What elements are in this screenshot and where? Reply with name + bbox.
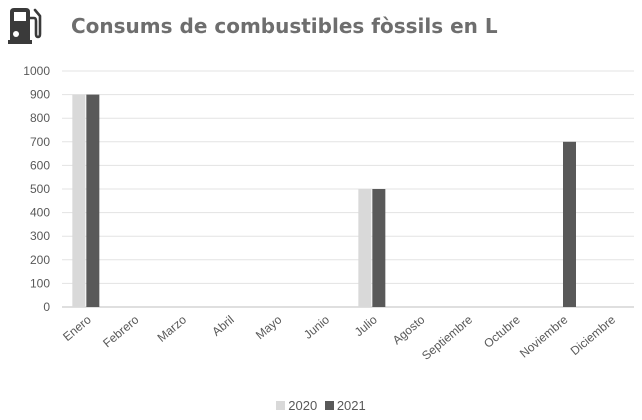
x-tick-label: Febrero [100, 312, 141, 350]
y-tick-label: 600 [30, 158, 50, 172]
legend-swatch-2020 [276, 401, 286, 410]
y-tick-label: 500 [30, 182, 50, 196]
x-tick-label: Abril [209, 313, 236, 339]
y-tick-label: 700 [30, 135, 50, 149]
bar-2021-enero [86, 94, 100, 307]
legend-label-2021: 2021 [336, 398, 366, 413]
chart-title: Consums de combustibles fòssils en L [71, 14, 498, 38]
legend-label-2020: 2020 [288, 398, 318, 413]
x-tick-label: Mayo [253, 312, 285, 342]
y-axis-ticks: 0 100 200 300 400 500 600 700 800 900 1000 [23, 64, 50, 314]
y-tick-label: 100 [30, 276, 50, 290]
x-tick-label: Diciembre [568, 312, 619, 358]
x-tick-label: Octubre [481, 312, 523, 350]
bar-2020-julio [358, 189, 372, 307]
x-tick-label: Julio [352, 312, 380, 339]
y-tick-label: 1000 [23, 64, 50, 78]
y-tick-label: 400 [30, 206, 50, 220]
y-tick-label: 300 [30, 229, 50, 243]
legend-item-2020: 2020 [276, 398, 317, 413]
y-tick-label: 0 [43, 300, 50, 314]
bar-2021-julio [372, 189, 386, 307]
y-tick-label: 900 [30, 88, 50, 102]
x-tick-label: Enero [60, 312, 94, 344]
bar-chart: 0 100 200 300 400 500 600 700 800 900 1000 Enero Fe… [23, 64, 634, 363]
y-tick-label: 800 [30, 111, 50, 125]
fuel-pump-icon [8, 8, 42, 44]
x-tick-label: Noviembre [517, 312, 571, 360]
x-tick-label: Septiembre [419, 312, 475, 362]
chart-header: Consums de combustibles fòssils en L [8, 4, 628, 44]
x-axis-ticks: Enero Febrero Marzo Abril Mayo Junio Julio Agos… [60, 312, 618, 362]
legend-item-2021: 2021 [324, 398, 366, 413]
legend: 2020 2021 [0, 398, 642, 413]
gridlines [62, 70, 634, 308]
bar-2021-noviembre [563, 141, 576, 307]
legend-swatch-2021 [324, 401, 334, 410]
x-tick-label: Agosto [390, 312, 428, 347]
x-tick-label: Junio [301, 312, 332, 341]
x-tick-label: Marzo [155, 312, 190, 344]
y-tick-label: 200 [30, 253, 50, 267]
bar-2020-enero [72, 94, 86, 307]
bars [72, 94, 576, 307]
